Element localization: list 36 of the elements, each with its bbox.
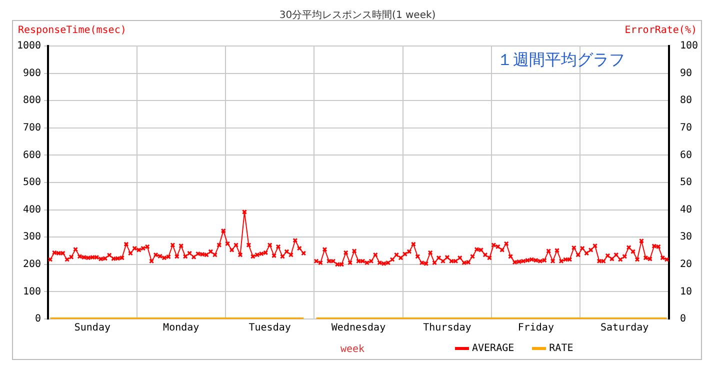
x-tick-label: Sunday (74, 322, 110, 334)
y2-tick-label: 50 (680, 177, 692, 188)
x-tick-label: Wednesday (331, 322, 386, 334)
y2-tick-label: 80 (680, 95, 692, 106)
x-tick-label: Tuesday (248, 322, 291, 334)
y-tick-label: 600 (23, 150, 42, 161)
y-tick-label: 1000 (16, 40, 42, 52)
y2-tick-label: 0 (680, 314, 686, 325)
x-tick-label: Friday (518, 322, 554, 334)
legend-label: AVERAGE (472, 343, 514, 354)
y-tick-label: 500 (23, 177, 42, 188)
y-tick-label: 900 (23, 68, 42, 79)
y2-tick-label: 40 (680, 204, 692, 216)
y2-axis-title: ErrorRate(%) (624, 25, 697, 36)
x-tick-label: Thursday (423, 322, 472, 334)
y-tick-label: 700 (23, 122, 42, 134)
y2-tick-label: 70 (680, 122, 692, 134)
chart-title: 30分平均レスポンス時間(1 week) (278, 8, 437, 22)
y-axis-title: ResponseTime(msec) (18, 25, 126, 36)
y2-tick-label: 100 (680, 40, 698, 52)
y-tick-label: 800 (23, 95, 42, 106)
y2-tick-label: 30 (680, 232, 692, 243)
legend-label: RATE (549, 343, 574, 354)
y2-tick-label: 60 (680, 150, 692, 161)
y-tick-label: 0 (35, 314, 42, 325)
y-tick-label: 200 (23, 258, 42, 270)
y-tick-label: 400 (23, 204, 42, 216)
annotation: １週間平均グラフ (497, 50, 625, 71)
x-tick-label: Monday (163, 322, 200, 334)
x-tick-label: Saturday (600, 322, 649, 334)
y-tick-label: 100 (23, 286, 42, 298)
x-axis-title: week (340, 344, 365, 355)
y-tick-label: 300 (23, 232, 42, 243)
y2-tick-label: 20 (680, 258, 692, 270)
y2-tick-label: 10 (680, 286, 692, 298)
y2-tick-label: 90 (680, 68, 692, 79)
